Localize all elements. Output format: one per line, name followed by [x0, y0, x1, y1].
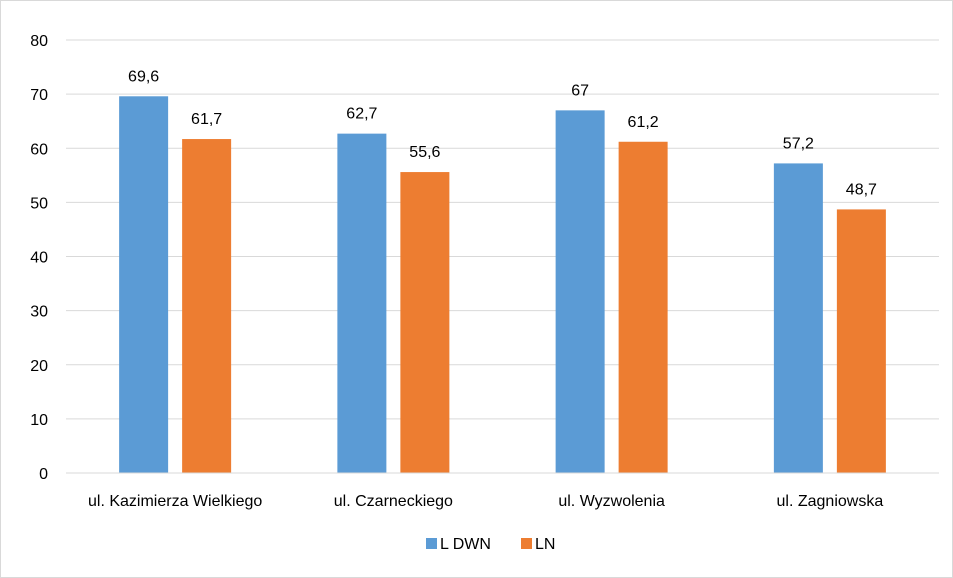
- bar-ln: [400, 172, 450, 473]
- data-labels: 69,6 61,7 62,7 55,6 67 61,2 57,2 48,7: [128, 68, 877, 198]
- y-tick-label: 0: [39, 466, 48, 483]
- y-tick-label: 40: [30, 250, 48, 267]
- y-tick-label: 30: [30, 304, 48, 321]
- legend-swatch: [426, 538, 437, 549]
- axes: 0 10 20 30 40 50 60 70 80 ul. Kazimierza Wielkieg…: [30, 33, 939, 510]
- y-tick-label: 10: [30, 412, 48, 429]
- y-tick-label: 50: [30, 195, 48, 212]
- data-label: 57,2: [783, 135, 814, 152]
- bar-l-dwn: [555, 110, 605, 474]
- bars: [119, 96, 886, 474]
- y-tick-label: 70: [30, 87, 48, 104]
- data-label: 69,6: [128, 68, 159, 85]
- data-label: 55,6: [409, 144, 440, 161]
- data-label: 62,7: [346, 106, 377, 123]
- y-tick-label: 80: [30, 33, 48, 50]
- bar-l-dwn: [773, 163, 823, 473]
- x-category-label: ul. Zagniowska: [777, 493, 884, 510]
- legend-label: L DWN: [440, 536, 491, 553]
- bar-ln: [182, 139, 232, 473]
- bar-l-dwn: [119, 96, 169, 473]
- data-label: 48,7: [846, 181, 877, 198]
- legend: L DWN LN: [426, 536, 555, 553]
- bar-ln: [618, 141, 668, 473]
- data-label: 67: [571, 82, 589, 99]
- y-tick-label: 60: [30, 141, 48, 158]
- x-category-label: ul. Kazimierza Wielkiego: [88, 493, 262, 510]
- x-category-label: ul. Wyzwolenia: [558, 493, 665, 510]
- bar-l-dwn: [337, 133, 387, 474]
- legend-swatch: [521, 538, 532, 549]
- bar-ln: [836, 209, 886, 473]
- data-label: 61,7: [191, 111, 222, 128]
- data-label: 61,2: [628, 114, 659, 131]
- x-category-label: ul. Czarneckiego: [334, 493, 453, 510]
- legend-label: LN: [535, 536, 555, 553]
- y-tick-label: 20: [30, 358, 48, 375]
